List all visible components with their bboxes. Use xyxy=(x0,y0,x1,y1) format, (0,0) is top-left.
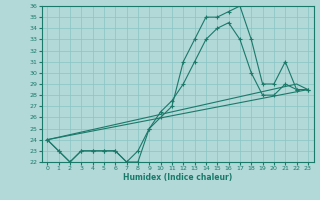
X-axis label: Humidex (Indice chaleur): Humidex (Indice chaleur) xyxy=(123,173,232,182)
